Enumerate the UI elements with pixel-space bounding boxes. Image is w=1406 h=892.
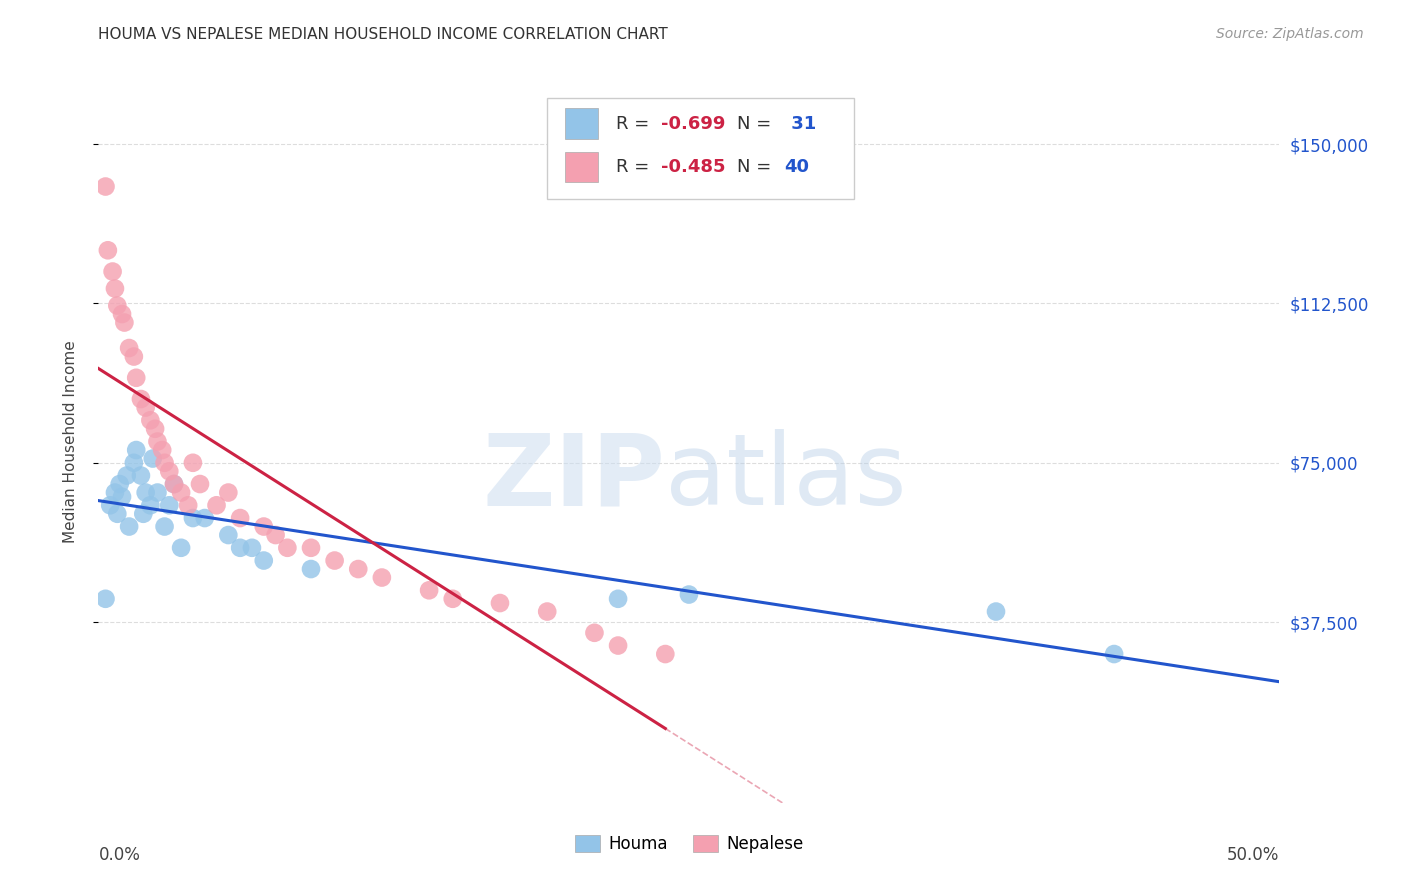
Point bbox=[984, 605, 1007, 619]
Point bbox=[371, 570, 394, 584]
Point bbox=[163, 477, 186, 491]
Point bbox=[157, 464, 180, 478]
Text: Source: ZipAtlas.com: Source: ZipAtlas.com bbox=[1216, 27, 1364, 41]
Point bbox=[139, 498, 162, 512]
Point bbox=[607, 639, 630, 653]
Point bbox=[170, 541, 193, 555]
Point bbox=[188, 477, 211, 491]
Text: HOUMA VS NEPALESE MEDIAN HOUSEHOLD INCOME CORRELATION CHART: HOUMA VS NEPALESE MEDIAN HOUSEHOLD INCOM… bbox=[98, 27, 668, 42]
Point bbox=[94, 591, 117, 606]
Point bbox=[323, 553, 346, 567]
Point bbox=[347, 562, 370, 576]
Point bbox=[163, 477, 186, 491]
Text: ZIP: ZIP bbox=[482, 429, 665, 526]
Point bbox=[150, 443, 173, 458]
Text: 0.0%: 0.0% bbox=[98, 847, 141, 864]
Point bbox=[146, 485, 169, 500]
Point bbox=[122, 350, 145, 364]
Point bbox=[135, 485, 157, 500]
Point bbox=[217, 528, 239, 542]
FancyBboxPatch shape bbox=[547, 98, 855, 200]
Point bbox=[105, 507, 128, 521]
Point bbox=[129, 468, 152, 483]
Point bbox=[264, 528, 287, 542]
Point bbox=[153, 456, 176, 470]
Point bbox=[181, 511, 204, 525]
Point bbox=[181, 456, 204, 470]
Point bbox=[118, 519, 141, 533]
Point bbox=[98, 498, 121, 512]
Point bbox=[112, 316, 135, 330]
Legend: Houma, Nepalese: Houma, Nepalese bbox=[568, 828, 810, 860]
Point bbox=[229, 541, 252, 555]
Point bbox=[104, 281, 127, 295]
Text: R =: R = bbox=[616, 115, 655, 133]
Text: -0.699: -0.699 bbox=[661, 115, 725, 133]
Text: N =: N = bbox=[737, 115, 778, 133]
Point bbox=[654, 647, 676, 661]
Point bbox=[157, 498, 180, 512]
Point bbox=[441, 591, 464, 606]
Point bbox=[205, 498, 228, 512]
Point bbox=[678, 588, 700, 602]
Point bbox=[97, 244, 120, 258]
Text: 40: 40 bbox=[785, 158, 810, 176]
Y-axis label: Median Household Income: Median Household Income bbox=[63, 340, 77, 543]
Point bbox=[253, 519, 276, 533]
Point bbox=[1102, 647, 1125, 661]
Point bbox=[129, 392, 152, 406]
Point bbox=[299, 562, 322, 576]
Point bbox=[101, 264, 124, 278]
Point bbox=[489, 596, 512, 610]
Point bbox=[217, 485, 239, 500]
Point bbox=[194, 511, 217, 525]
Point bbox=[143, 422, 166, 436]
Text: 31: 31 bbox=[785, 115, 815, 133]
Text: -0.485: -0.485 bbox=[661, 158, 725, 176]
Point bbox=[153, 519, 176, 533]
Point bbox=[125, 443, 148, 458]
FancyBboxPatch shape bbox=[565, 152, 598, 182]
Point bbox=[135, 401, 157, 415]
FancyBboxPatch shape bbox=[565, 109, 598, 139]
Point bbox=[583, 625, 606, 640]
Point bbox=[104, 485, 127, 500]
Point bbox=[299, 541, 322, 555]
Point bbox=[146, 434, 169, 449]
Text: 50.0%: 50.0% bbox=[1227, 847, 1279, 864]
Point bbox=[132, 507, 155, 521]
Point bbox=[240, 541, 263, 555]
Point bbox=[139, 413, 162, 427]
Point bbox=[536, 605, 558, 619]
Point bbox=[276, 541, 298, 555]
Point bbox=[229, 511, 252, 525]
Point bbox=[125, 371, 148, 385]
Point bbox=[108, 477, 131, 491]
Text: N =: N = bbox=[737, 158, 778, 176]
Point bbox=[111, 490, 134, 504]
Point bbox=[94, 179, 117, 194]
Point bbox=[142, 451, 165, 466]
Point bbox=[115, 468, 138, 483]
Point bbox=[118, 341, 141, 355]
Point bbox=[418, 583, 440, 598]
Point bbox=[105, 299, 128, 313]
Point bbox=[122, 456, 145, 470]
Text: R =: R = bbox=[616, 158, 655, 176]
Text: atlas: atlas bbox=[665, 429, 907, 526]
Point bbox=[111, 307, 134, 321]
Point bbox=[253, 553, 276, 567]
Point bbox=[177, 498, 200, 512]
Point bbox=[170, 485, 193, 500]
Point bbox=[607, 591, 630, 606]
